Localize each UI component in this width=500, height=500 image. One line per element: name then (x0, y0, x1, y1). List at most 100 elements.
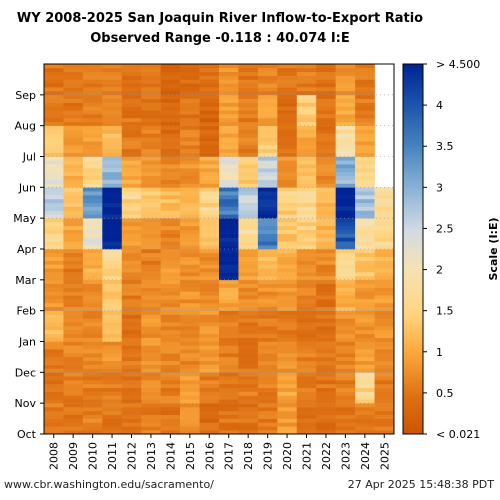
heatmap-cell (82, 79, 103, 84)
heatmap-cell (219, 179, 239, 184)
heatmap-cell (277, 152, 298, 157)
heatmap-cell (355, 152, 375, 157)
heatmap-cell (257, 341, 278, 346)
heatmap-cell (121, 395, 142, 400)
heatmap-cell (180, 183, 200, 188)
heatmap-cell (257, 210, 278, 215)
heatmap-cell (63, 121, 84, 126)
heatmap-cell (63, 287, 84, 292)
heatmap-cell (44, 260, 64, 265)
heatmap-cell (160, 79, 181, 84)
heatmap-cell (355, 349, 375, 354)
heatmap-cell (219, 137, 239, 142)
heatmap-cell (63, 326, 84, 331)
heatmap-cell (141, 310, 161, 315)
heatmap-cell (180, 345, 200, 350)
heatmap-cell (277, 171, 298, 177)
heatmap-cell (219, 67, 239, 72)
heatmap-cell (160, 229, 181, 234)
heatmap-cell (335, 310, 356, 315)
heatmap-cell (316, 368, 336, 373)
heatmap-cell (238, 233, 259, 238)
heatmap-cell (296, 79, 317, 84)
heatmap-cell (374, 391, 395, 396)
heatmap-cell (374, 237, 395, 242)
heatmap-cell (296, 256, 317, 261)
heatmap-cell (160, 214, 181, 219)
heatmap-cell (82, 341, 103, 346)
heatmap-cell (296, 426, 317, 431)
heatmap-cell (141, 368, 161, 373)
heatmap-cell (355, 67, 375, 72)
heatmap-cell (277, 410, 298, 416)
heatmap-cell (82, 87, 103, 92)
heatmap-cell (160, 141, 181, 146)
heatmap-cell (257, 356, 278, 362)
heatmap-cell (44, 341, 64, 346)
heatmap-cell (374, 360, 395, 365)
heatmap-cell (316, 144, 336, 150)
heatmap-cell (238, 395, 259, 400)
heatmap-cell (44, 198, 64, 204)
heatmap-cell (257, 125, 278, 130)
heatmap-cell (44, 152, 64, 157)
heatmap-cell (335, 160, 356, 165)
heatmap-cell (102, 387, 123, 392)
heatmap-cell (160, 275, 181, 281)
heatmap-cell (44, 249, 64, 254)
heatmap-cell (141, 364, 161, 369)
heatmap-cell (82, 372, 103, 377)
heatmap-cell (44, 206, 64, 211)
heatmap-cell (121, 283, 142, 288)
heatmap-cell (296, 210, 317, 215)
heatmap-cell (63, 179, 84, 184)
colorbar-label: Scale (I:E) (487, 218, 500, 281)
heatmap-cell (44, 272, 64, 277)
heatmap-cell (121, 106, 142, 111)
heatmap-cell (355, 229, 375, 234)
heatmap-cell (44, 310, 64, 315)
heatmap-cell (160, 164, 181, 169)
heatmap-cell (180, 341, 200, 346)
heatmap-cell (82, 275, 103, 281)
heatmap-cell (160, 195, 181, 200)
heatmap-cell (141, 83, 161, 88)
heatmap-cell (238, 418, 259, 423)
heatmap-cell (296, 225, 317, 231)
heatmap-cell (355, 376, 375, 381)
heatmap-cell (277, 114, 298, 119)
heatmap-cell (238, 94, 259, 99)
heatmap-cell (219, 171, 239, 177)
heatmap-cell (374, 403, 395, 408)
heatmap-cell (180, 98, 200, 103)
heatmap-cell (82, 187, 103, 192)
heatmap-cell (180, 380, 200, 385)
heatmap-cell (141, 187, 161, 192)
heatmap-cell (180, 260, 200, 265)
heatmap-cell (82, 272, 103, 277)
heatmap-cell (257, 376, 278, 381)
heatmap-cell (335, 372, 356, 377)
heatmap-cell (219, 87, 239, 92)
heatmap-cell (219, 279, 239, 284)
heatmap-cell (199, 299, 220, 304)
heatmap-cell (63, 302, 84, 308)
heatmap-cell (238, 372, 259, 377)
heatmap-cell (160, 310, 181, 315)
heatmap-cell (102, 391, 123, 396)
y-tick-label: Feb (17, 305, 36, 318)
heatmap-cell (238, 237, 259, 242)
heatmap-cell (238, 299, 259, 304)
heatmap-cell (160, 256, 181, 261)
heatmap-cell (180, 90, 200, 96)
heatmap-cell (219, 356, 239, 362)
heatmap-cell (238, 168, 259, 173)
heatmap-cell (238, 218, 259, 223)
heatmap-cell (296, 291, 317, 296)
heatmap-cell (121, 275, 142, 281)
heatmap-cell (44, 291, 64, 296)
heatmap-cell (238, 314, 259, 319)
heatmap-cell (355, 94, 375, 99)
heatmap-cell (102, 117, 123, 123)
heatmap-cell (102, 337, 123, 342)
